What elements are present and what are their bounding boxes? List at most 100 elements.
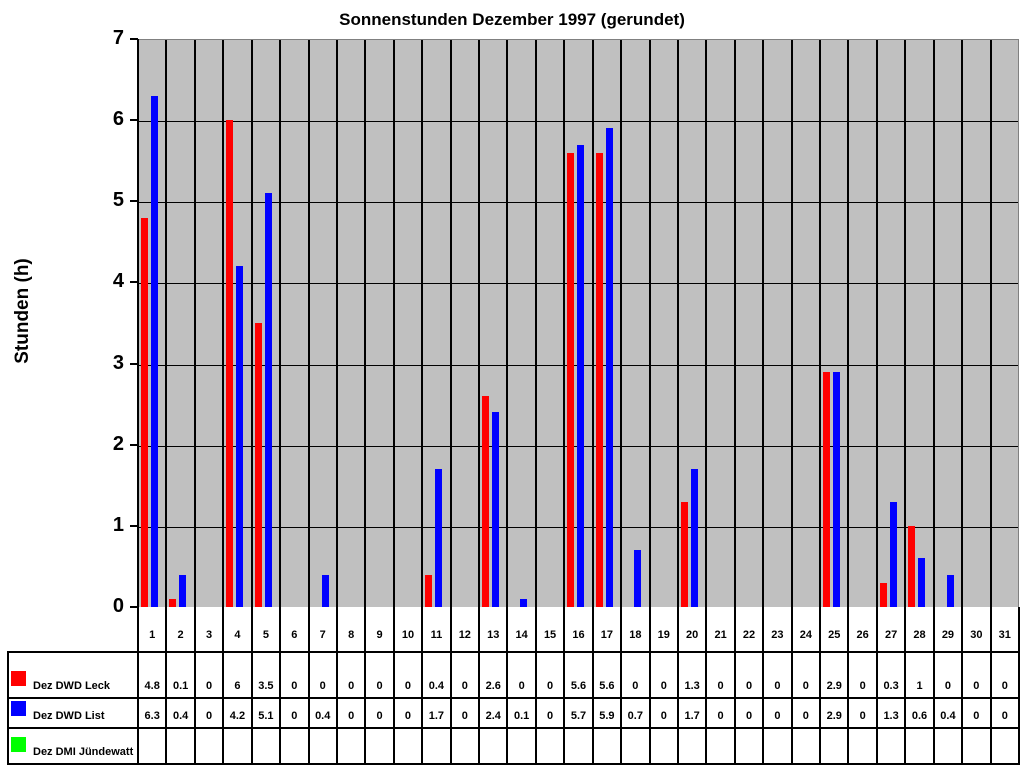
- v-gridline: [932, 40, 935, 607]
- h-gridline: [138, 121, 1018, 123]
- table-cell: 0.7: [627, 710, 643, 722]
- table-cell: 0: [376, 680, 383, 692]
- v-gridline: [534, 40, 537, 607]
- bar-list: [690, 469, 698, 607]
- bar-list: [577, 144, 585, 607]
- bar-leck: [908, 525, 916, 607]
- table-cell: 2.4: [485, 710, 501, 722]
- table-cell: 1.3: [883, 710, 899, 722]
- table-cell: 0: [1001, 710, 1008, 722]
- table-cell: 0: [518, 680, 525, 692]
- table-cell: 0.4: [428, 680, 445, 692]
- bar-list: [151, 95, 158, 607]
- v-gridline: [733, 40, 736, 607]
- table-hline: [7, 651, 1019, 653]
- table-vline: [847, 607, 850, 765]
- table-vline: [165, 607, 168, 765]
- table-vline: [478, 607, 481, 765]
- y-tick: [130, 200, 138, 203]
- table-vline: [904, 607, 907, 765]
- table-cell: 0.6: [911, 710, 928, 722]
- table-vline: [421, 607, 424, 765]
- bar-leck: [482, 396, 490, 607]
- v-gridline: [762, 40, 765, 607]
- table-cell: 2.9: [826, 680, 842, 692]
- bar-leck: [595, 152, 603, 607]
- table-header-day: 15: [543, 629, 557, 641]
- y-tick: [130, 362, 138, 365]
- table-vline: [534, 607, 537, 765]
- table-vline: [762, 607, 765, 765]
- table-cell: 1.3: [684, 680, 700, 692]
- y-tick: [130, 606, 138, 608]
- table-cell: 0: [348, 710, 355, 722]
- table-header-day: 14: [515, 629, 528, 641]
- table-vline: [307, 607, 310, 765]
- table-cell: 0: [319, 680, 326, 692]
- table-cell: 0: [717, 680, 724, 692]
- table-vline: [932, 607, 935, 765]
- y-tick: [130, 281, 138, 284]
- table-hline: [7, 763, 1019, 765]
- bar-list: [605, 128, 613, 607]
- v-gridline: [847, 40, 850, 607]
- table-vline: [790, 607, 793, 765]
- y-tick: [130, 443, 138, 446]
- table-vline: [648, 607, 651, 765]
- table-vline: [364, 607, 367, 765]
- bar-list: [833, 371, 841, 607]
- bar-leck: [169, 598, 177, 607]
- table-cell: 5.6: [599, 680, 615, 692]
- legend-label: Dez DMI Jündewatt: [33, 746, 134, 758]
- table-cell: 0: [745, 680, 753, 692]
- table-header-day: 19: [657, 629, 670, 641]
- table-header-day: 22: [742, 629, 756, 641]
- bar-list: [492, 412, 500, 607]
- table-vline: [591, 607, 594, 765]
- y-tick-label: 4: [112, 270, 124, 293]
- bar-list: [520, 598, 528, 607]
- v-gridline: [961, 40, 964, 607]
- table-cell: 0: [547, 710, 554, 722]
- table-cell: 0: [404, 710, 412, 722]
- y-axis-line: [137, 39, 139, 607]
- table-header-day: 21: [714, 629, 727, 641]
- legend-key: [11, 671, 26, 686]
- table-cell: 1.7: [684, 710, 700, 722]
- table-vline: [506, 607, 509, 765]
- table-header-day: 4: [234, 629, 241, 641]
- table-header-day: 6: [291, 629, 298, 641]
- table-cell: 0.4: [940, 710, 956, 722]
- table-cell: 0: [859, 680, 866, 692]
- bar-list: [946, 574, 954, 607]
- table-cell: 0: [348, 680, 355, 692]
- table-cell: 0: [973, 680, 980, 692]
- table-cell: 0: [291, 680, 298, 692]
- table-header-day: 29: [941, 629, 955, 641]
- table-header-day: 17: [600, 629, 614, 641]
- table-cell: 0: [774, 710, 781, 722]
- table-cell: 0: [404, 680, 412, 692]
- table-vline: [392, 607, 395, 765]
- table-cell: 0: [973, 710, 980, 722]
- table-cell: 4.2: [229, 710, 246, 722]
- v-gridline: [648, 40, 651, 607]
- legend-label: Dez DWD Leck: [33, 680, 111, 692]
- table-cell: 1: [916, 680, 923, 692]
- table-vline: [222, 607, 225, 765]
- table-header-day: 28: [913, 629, 926, 641]
- table-cell: 0: [632, 680, 639, 692]
- table-cell: 0: [461, 710, 468, 722]
- bar-leck: [823, 371, 831, 607]
- table-header-day: 7: [319, 629, 326, 641]
- table-header-day: 13: [487, 629, 500, 641]
- bar-leck: [567, 152, 575, 607]
- table-cell: 5.6: [570, 680, 587, 692]
- y-tick-label: 0: [112, 595, 124, 617]
- y-tick: [130, 119, 138, 122]
- table-vline: [733, 607, 736, 765]
- table-vline: [449, 607, 452, 765]
- plot-area: [138, 39, 1019, 607]
- table-hline: [7, 727, 1019, 729]
- v-gridline: [790, 40, 793, 607]
